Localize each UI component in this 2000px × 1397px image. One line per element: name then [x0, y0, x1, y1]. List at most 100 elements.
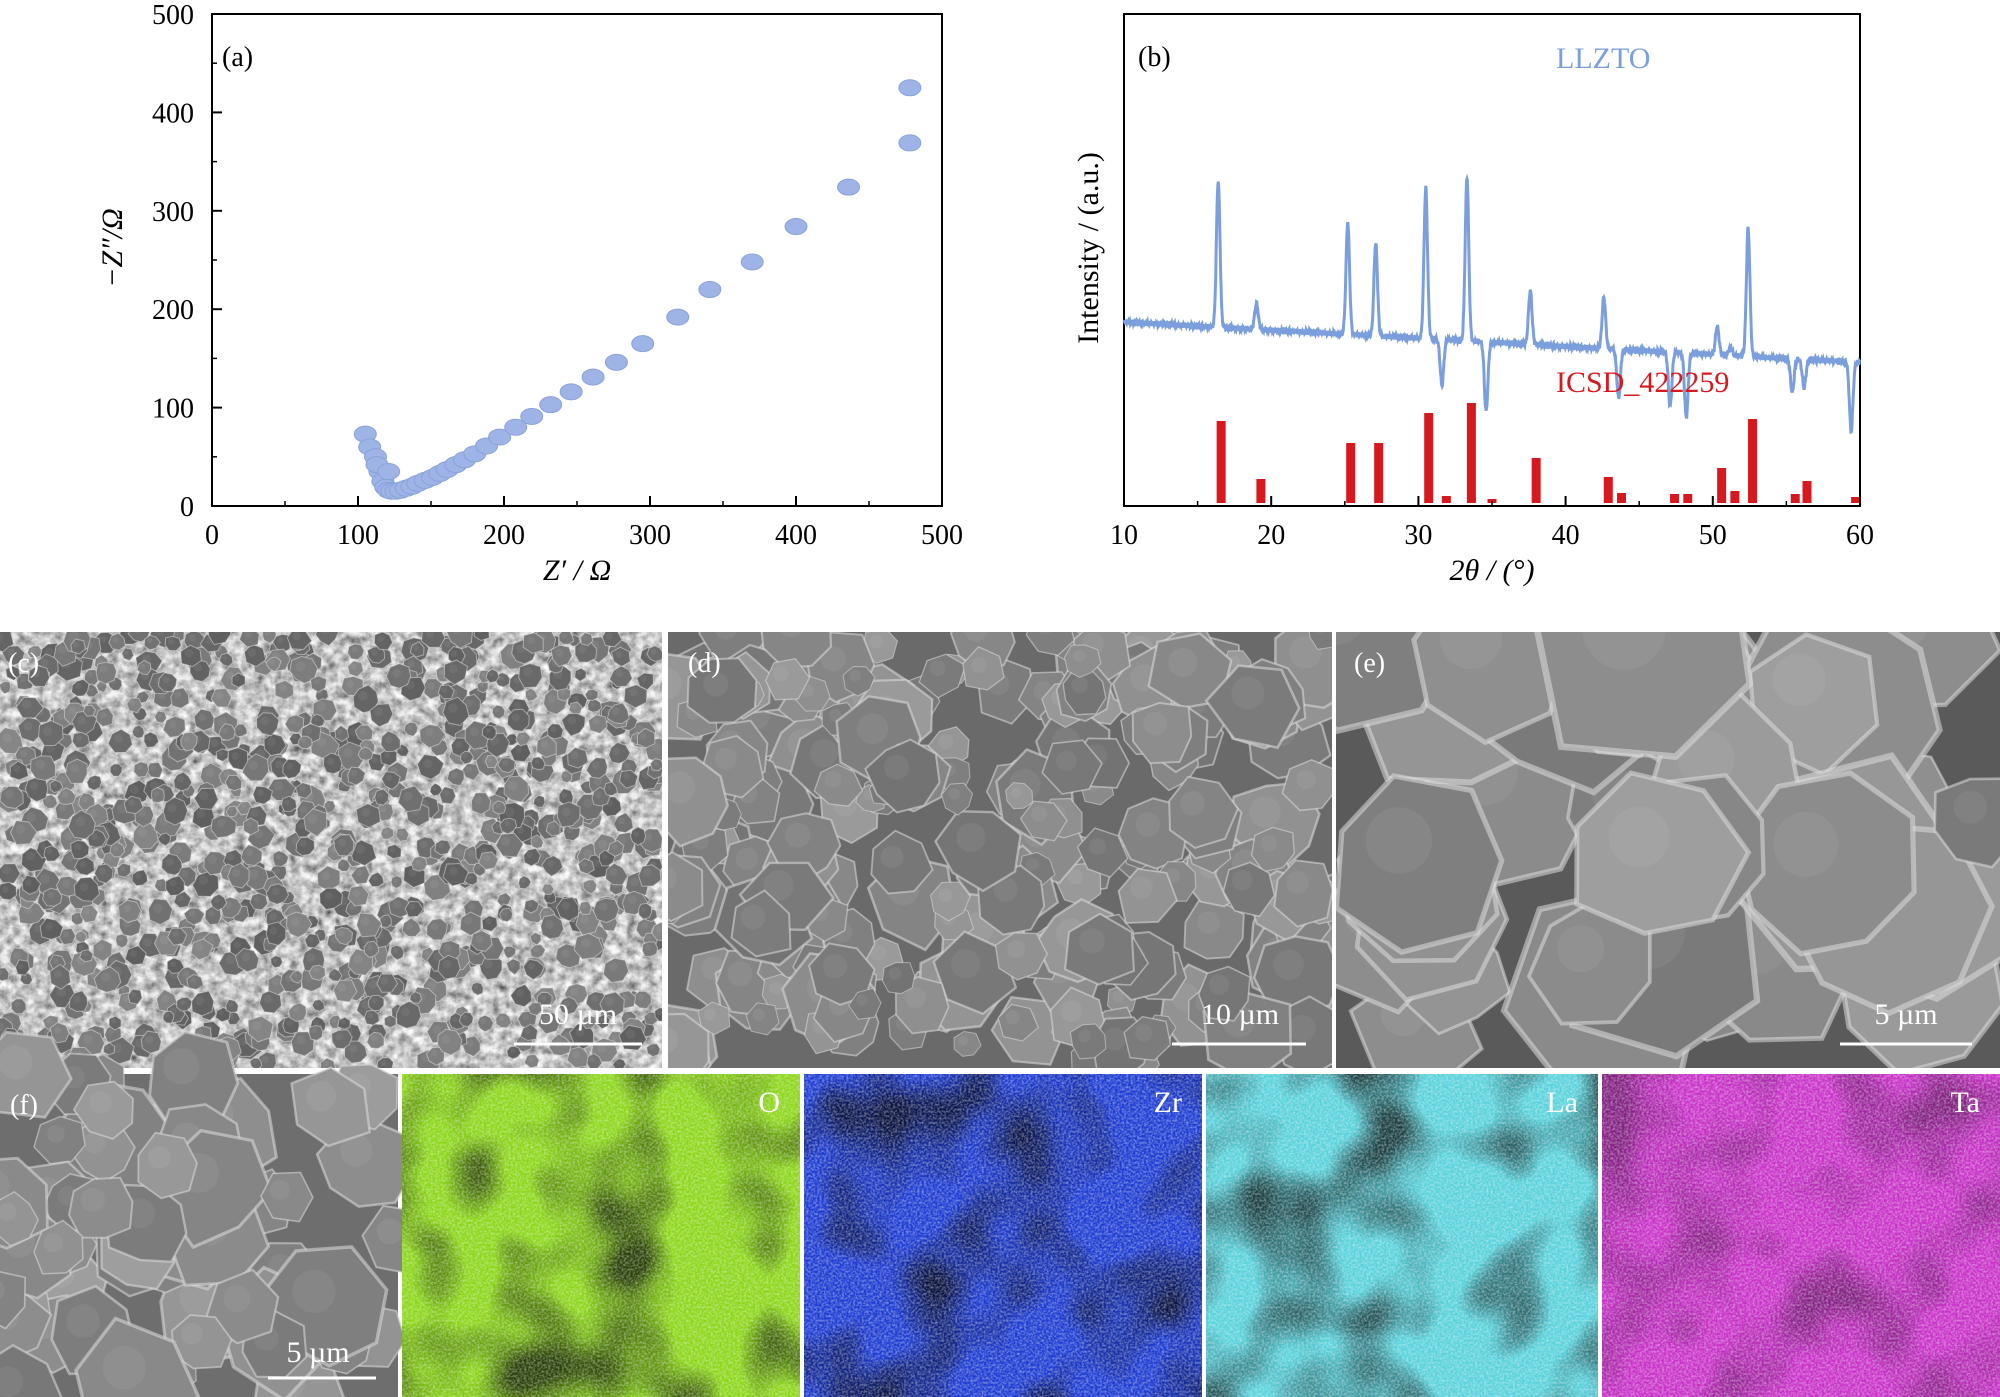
grain-highlight [1196, 911, 1220, 934]
eds-map-o [402, 1074, 800, 1397]
grain [1336, 773, 1505, 956]
grain [529, 943, 546, 959]
grain-highlight [583, 783, 589, 789]
grain [584, 688, 599, 702]
grain-highlight [129, 699, 136, 706]
grain-highlight [542, 910, 549, 917]
grain-highlight [444, 640, 451, 648]
grain-highlight [393, 878, 398, 883]
grain [274, 679, 294, 701]
grain-highlight [368, 980, 378, 990]
grain-highlight [532, 935, 538, 940]
grain-highlight [142, 937, 152, 947]
grain-highlight [1103, 1027, 1126, 1051]
legend-icsd: ICSD_422259 [1556, 366, 1729, 399]
grain-highlight [1208, 974, 1230, 995]
grain [37, 720, 64, 747]
grain-highlight [253, 895, 260, 902]
grain [386, 843, 402, 860]
grain-highlight [612, 707, 620, 716]
grain-highlight [252, 1059, 258, 1065]
grain-highlight [581, 903, 587, 909]
grain-highlight [425, 727, 434, 737]
grain-highlight [135, 872, 142, 879]
grain [180, 731, 198, 752]
reference-stick [1441, 496, 1451, 503]
grain-highlight [591, 761, 600, 770]
grain [395, 1000, 422, 1029]
grain-highlight [308, 936, 314, 942]
grain-highlight [507, 780, 518, 791]
grain-highlight [1072, 649, 1086, 663]
grain-highlight [423, 759, 433, 769]
grain-highlight [147, 1146, 171, 1169]
grain-highlight [420, 840, 428, 849]
grain [395, 827, 410, 842]
grain [473, 632, 490, 642]
grain [33, 1115, 86, 1165]
grain-highlight [1005, 1010, 1020, 1025]
grain [637, 864, 662, 887]
grain-highlight [19, 675, 27, 683]
grains-f [0, 1030, 431, 1397]
grain [403, 721, 419, 737]
grain [515, 731, 532, 747]
grain [463, 872, 478, 886]
grain [242, 817, 260, 836]
grain-highlight [824, 770, 842, 788]
grain-highlight [484, 823, 494, 833]
x-tick-label: 400 [775, 520, 817, 551]
eds-map-zr [804, 1074, 1202, 1397]
grain [243, 643, 267, 668]
grain-highlight [340, 1134, 373, 1167]
grain [510, 983, 533, 1008]
grain [284, 714, 305, 734]
grain [470, 981, 484, 996]
grains-d [668, 632, 1332, 1068]
grain-highlight [295, 661, 306, 672]
grain-highlight [561, 633, 567, 639]
grain [218, 652, 234, 668]
grain [573, 932, 604, 960]
grain-highlight [74, 842, 82, 851]
data-point [559, 383, 583, 401]
grain-highlight [269, 659, 275, 665]
grain [137, 1131, 198, 1200]
grain-highlight [1273, 949, 1304, 980]
grain [1004, 782, 1034, 810]
grain-highlight [4, 789, 14, 799]
grain-highlight [432, 1025, 442, 1034]
grain-highlight [316, 737, 327, 748]
grain-highlight [361, 807, 371, 817]
grain-highlight [524, 1028, 531, 1035]
grain [1041, 739, 1103, 795]
grain [1168, 775, 1240, 849]
grain-highlight [362, 741, 369, 748]
panel-e: (e) 5 µm [1336, 632, 2000, 1068]
data-point [631, 335, 655, 353]
grain-highlight [173, 845, 182, 854]
grain-highlight [604, 996, 615, 1007]
grain [207, 632, 232, 646]
grain [265, 921, 287, 946]
grain-highlight [629, 688, 638, 697]
eds-maps: O Zr La Ta [402, 1074, 2000, 1397]
grain [558, 632, 575, 645]
grain-highlight [14, 1001, 21, 1008]
grain [646, 1043, 661, 1058]
grain-highlight [453, 632, 462, 636]
grain [252, 785, 274, 805]
grain [497, 757, 516, 774]
grain-highlight [207, 935, 214, 942]
grain-highlight [602, 853, 608, 860]
grain-highlight [637, 993, 645, 1001]
grain-highlight [164, 1013, 170, 1018]
grain-highlight [75, 816, 86, 827]
grain [523, 847, 542, 867]
grain [249, 1057, 263, 1068]
grain-highlight [297, 822, 305, 829]
grain-highlight [56, 987, 66, 997]
grain-highlight [641, 921, 649, 930]
grain-highlight [528, 1056, 534, 1063]
